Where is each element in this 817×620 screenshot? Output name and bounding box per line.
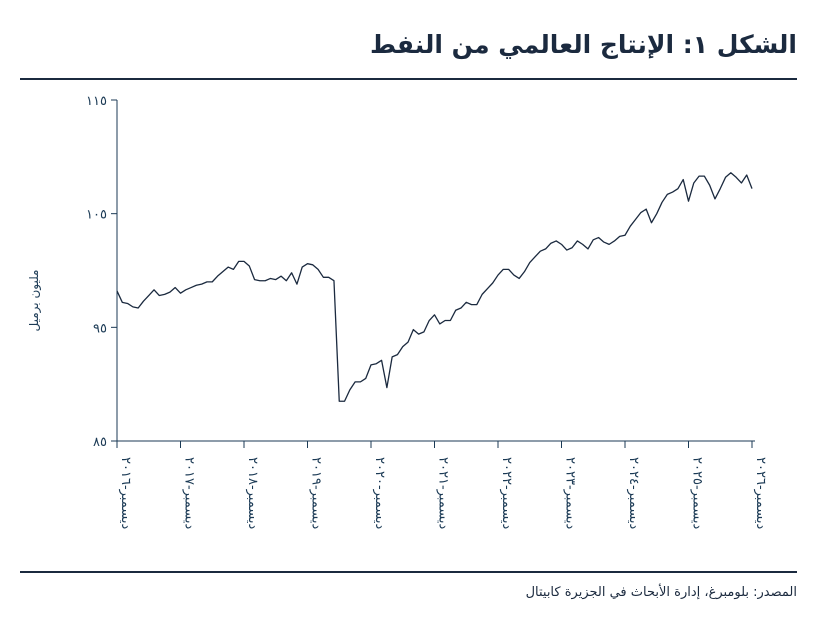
top-divider	[20, 78, 797, 80]
y-ticks: ٨٥ ٩٥ ١٠٥ ١١٥	[86, 94, 117, 450]
x-ticks: ديسمبر-٢٠١٦ ديسمبر-٢٠١٧ ديسمبر-٢٠١٨ ديسمبر-…	[116, 441, 768, 529]
x-tick-label: ديسمبر-٢٠١٦	[118, 457, 133, 529]
y-tick-label: ٩٥	[93, 321, 107, 336]
x-tick-label: ديسمبر-٢٠٢١	[436, 457, 451, 529]
bottom-divider	[20, 571, 797, 573]
y-tick-label: ١١٥	[86, 94, 107, 109]
x-tick-label: ديسمبر-٢٠٢٤	[626, 457, 641, 529]
source-note: المصدر: بلومبرغ، إدارة الأبحاث في الجزير…	[525, 585, 797, 600]
series-group	[116, 172, 753, 402]
x-tick-label: ديسمبر-٢٠١٧	[182, 457, 197, 529]
x-tick-label: ديسمبر-٢٠٢٢	[499, 457, 514, 529]
y-axis-label: مليون برميل	[27, 270, 42, 332]
series-line	[116, 172, 753, 402]
x-tick-label: ديسمبر-٢٠١٩	[309, 457, 324, 529]
x-tick-label: ديسمبر-٢٠١٨	[245, 457, 260, 529]
y-tick-label: ٨٥	[93, 435, 107, 450]
x-tick-label: ديسمبر-٢٠٢٦	[753, 457, 768, 529]
chart-title: الشكل ١: الإنتاج العالمي من النفط	[369, 30, 797, 59]
x-tick-label: ديسمبر-٢٠٢٣	[563, 457, 578, 529]
x-tick-label: ديسمبر-٢٠٢٥	[690, 457, 705, 529]
x-tick-label: ديسمبر-٢٠٢٠	[372, 457, 387, 529]
y-tick-label: ١٠٥	[86, 208, 107, 223]
axes	[116, 100, 755, 442]
